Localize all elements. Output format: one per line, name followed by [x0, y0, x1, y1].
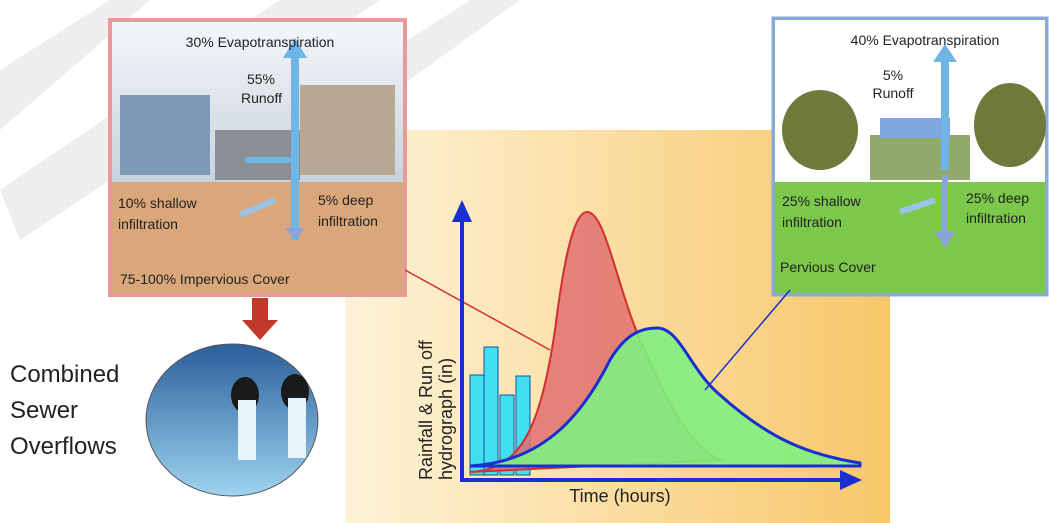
- label: 5% deep: [318, 192, 373, 208]
- water-flow: [238, 400, 256, 460]
- water-flow: [288, 398, 306, 458]
- y-axis-label: hydrograph (in): [436, 358, 456, 480]
- label: Sewer: [10, 397, 78, 424]
- label: infiltration: [318, 213, 378, 229]
- label: Combined: [10, 361, 119, 388]
- label: Pervious Cover: [780, 259, 876, 275]
- diagram: 30% Evapotranspiration 55% Runoff 10% sh…: [0, 0, 1049, 523]
- label: infiltration: [782, 214, 842, 230]
- label: Runoff: [873, 85, 914, 101]
- label: 55%: [247, 71, 275, 87]
- label: 10% shallow: [118, 195, 197, 211]
- x-axis-label: Time (hours): [569, 486, 670, 506]
- label: 75-100% Impervious Cover: [120, 271, 290, 287]
- label: 5%: [883, 67, 903, 83]
- tree: [782, 90, 858, 170]
- tree: [974, 83, 1046, 167]
- arrowhead: [242, 320, 278, 340]
- arrow: [252, 298, 268, 322]
- label: 40% Evapotranspiration: [851, 32, 1000, 48]
- label: infiltration: [966, 210, 1026, 226]
- label: infiltration: [118, 216, 178, 232]
- label: Overflows: [10, 433, 117, 460]
- label: 25% shallow: [782, 193, 861, 209]
- rain-bar: [484, 347, 498, 475]
- label: Runoff: [241, 90, 282, 106]
- building: [300, 85, 395, 175]
- building: [880, 118, 950, 138]
- shrubs: [870, 135, 970, 180]
- rain-bar: [470, 375, 484, 475]
- y-axis-label: Rainfall & Run off: [416, 339, 436, 480]
- label: 30% Evapotranspiration: [186, 34, 335, 50]
- label: 25% deep: [966, 190, 1029, 206]
- street: [215, 130, 300, 180]
- building: [120, 95, 210, 175]
